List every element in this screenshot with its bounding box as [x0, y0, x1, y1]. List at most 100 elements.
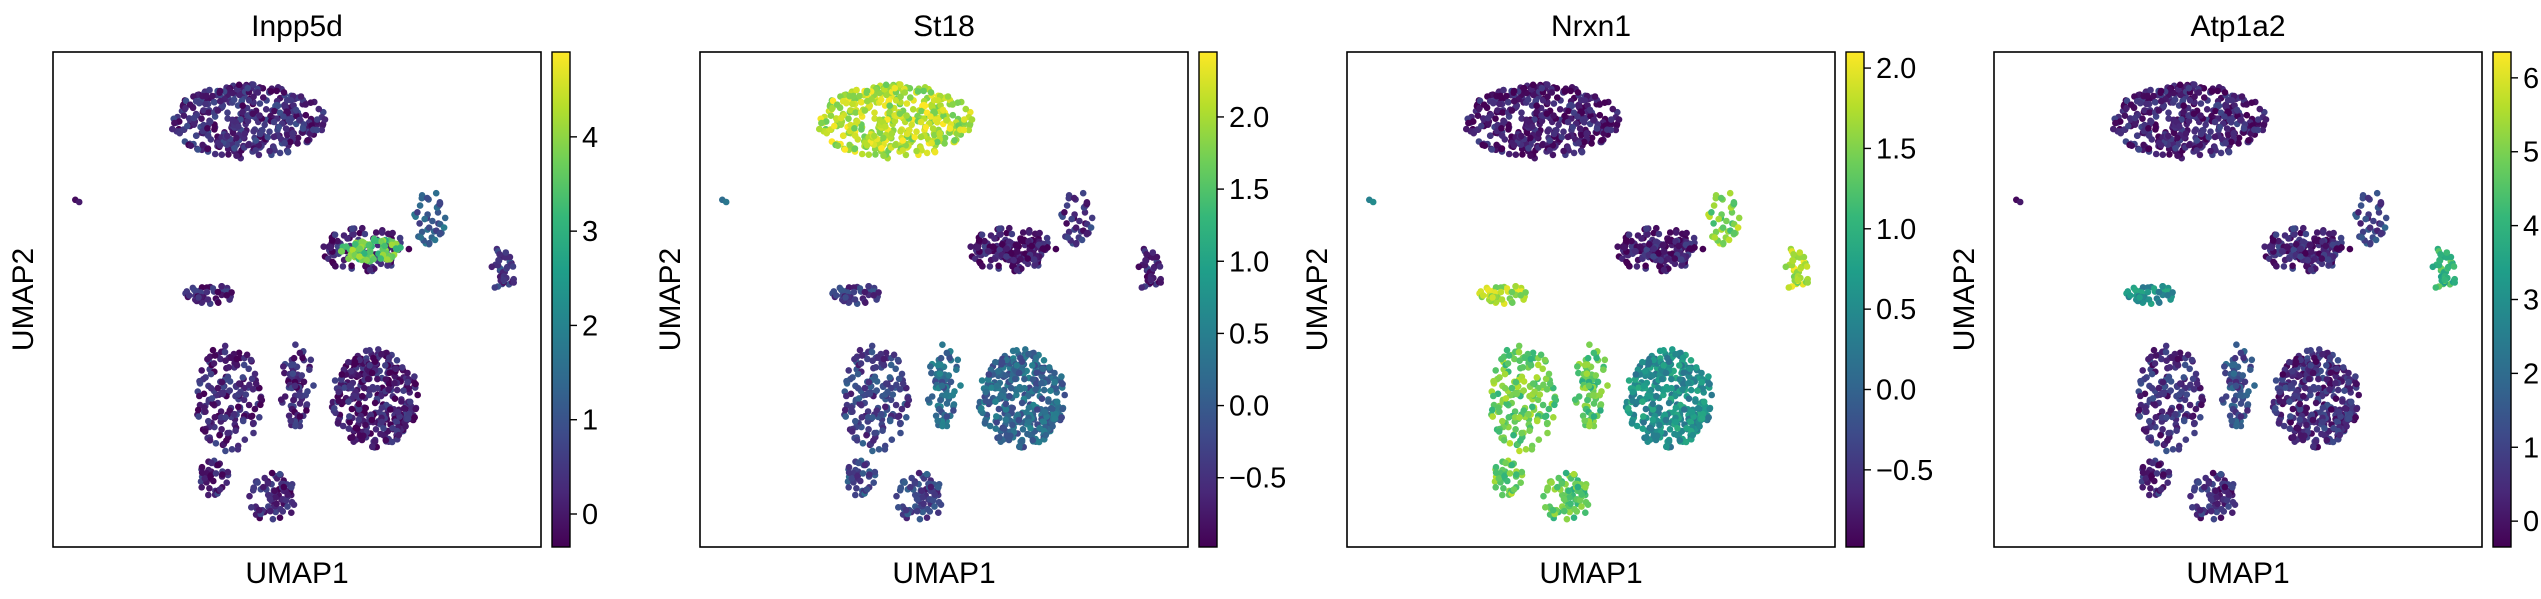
scatter-point [1503, 400, 1510, 408]
scatter-point [296, 349, 304, 357]
scatter-point [2145, 145, 2153, 152]
scatter-point [896, 386, 904, 393]
scatter-point [205, 491, 212, 499]
plot-frame [52, 51, 542, 548]
y-axis-label: UMAP2 [654, 248, 687, 351]
scatter-point [1492, 115, 1499, 122]
scatter-point [1032, 354, 1040, 362]
scatter-point [375, 346, 382, 353]
scatter-point [1087, 224, 1095, 231]
scatter-point [337, 376, 345, 383]
scatter-point [1029, 376, 1037, 383]
scatter-point [853, 118, 861, 125]
scatter-point [246, 492, 253, 500]
scatter-point [1581, 361, 1589, 369]
scatter-point [843, 99, 850, 107]
x-axis-label: UMAP1 [245, 557, 348, 590]
scatter-point [287, 97, 295, 104]
scatter-point [248, 375, 256, 383]
scatter-point [284, 131, 291, 139]
scatter-point [1065, 194, 1073, 202]
scatter-point [1036, 229, 1043, 237]
scatter-point [389, 229, 396, 237]
scatter-point [849, 100, 856, 108]
scatter-point [1726, 189, 1734, 197]
scatter-point [280, 363, 287, 370]
scatter-point [935, 484, 942, 491]
scatter-point [341, 384, 349, 391]
scatter-point [1672, 404, 1680, 412]
scatter-point [211, 150, 219, 158]
x-axis-label: UMAP1 [1539, 557, 1642, 590]
scatter-point [1505, 150, 1513, 158]
scatter-point [426, 239, 433, 247]
scatter-point [1481, 142, 1489, 149]
scatter-point [2223, 125, 2231, 132]
scatter-point [1495, 428, 1503, 435]
scatter-point [1544, 429, 1551, 437]
scatter-point [218, 426, 225, 433]
scatter-point [276, 514, 284, 521]
scatter-point [951, 388, 958, 395]
scatter-point [275, 123, 283, 131]
scatter-point [896, 419, 904, 427]
scatter-point [272, 494, 279, 501]
scatter-point [2202, 121, 2209, 129]
scatter-point [1516, 447, 1523, 455]
scatter-point [924, 505, 931, 513]
scatter-point [2300, 224, 2307, 232]
scatter-point [440, 224, 448, 231]
scatter-point [211, 414, 219, 421]
scatter-point [1015, 369, 1023, 377]
scatter-point [1537, 351, 1545, 359]
scatter-point [933, 119, 941, 126]
scatter-point [1527, 134, 1534, 142]
scatter-point [304, 137, 311, 144]
scatter-point [832, 115, 840, 122]
scatter-point [256, 100, 264, 107]
scatter-point [1693, 364, 1700, 371]
scatter-point [872, 151, 879, 158]
scatter-point [246, 381, 253, 389]
scatter-point [936, 370, 944, 378]
scatter-point [1554, 94, 1561, 101]
scatter-point [1666, 237, 1673, 245]
scatter-point [274, 102, 282, 110]
scatter-point [1052, 385, 1059, 392]
scatter-point [1639, 358, 1646, 366]
scatter-point [1490, 99, 1497, 107]
scatter-point [1016, 443, 1023, 450]
scatter-point [1498, 132, 1506, 139]
scatter-point [839, 132, 847, 139]
scatter-point [2170, 116, 2177, 124]
scatter-point [400, 387, 407, 395]
scatter-point [353, 425, 361, 432]
scatter-point [1642, 367, 1649, 375]
scatter-point [858, 126, 865, 133]
scatter-point [852, 417, 859, 425]
scatter-point [922, 123, 929, 131]
scatter-point [827, 112, 835, 119]
scatter-point [292, 341, 299, 349]
scatter-point [302, 111, 310, 119]
scatter-point [858, 150, 866, 158]
scatter-point [1533, 374, 1541, 381]
scatter-point [2193, 137, 2201, 144]
scatter-point [863, 142, 871, 149]
scatter-point [1506, 470, 1514, 477]
scatter-point [393, 357, 401, 364]
scatter-point [368, 369, 376, 377]
scatter-point [1676, 436, 1684, 444]
scatter-point [897, 93, 904, 100]
scatter-point [892, 97, 900, 104]
scatter-point [2221, 89, 2229, 96]
scatter-point [1003, 229, 1011, 237]
scatter-point [286, 119, 294, 126]
scatter-point [1528, 446, 1536, 453]
scatter-point [417, 234, 425, 241]
scatter-point [1499, 417, 1506, 425]
scatter-point [298, 372, 306, 379]
scatter-point [235, 81, 243, 89]
scatter-point [1658, 375, 1666, 383]
